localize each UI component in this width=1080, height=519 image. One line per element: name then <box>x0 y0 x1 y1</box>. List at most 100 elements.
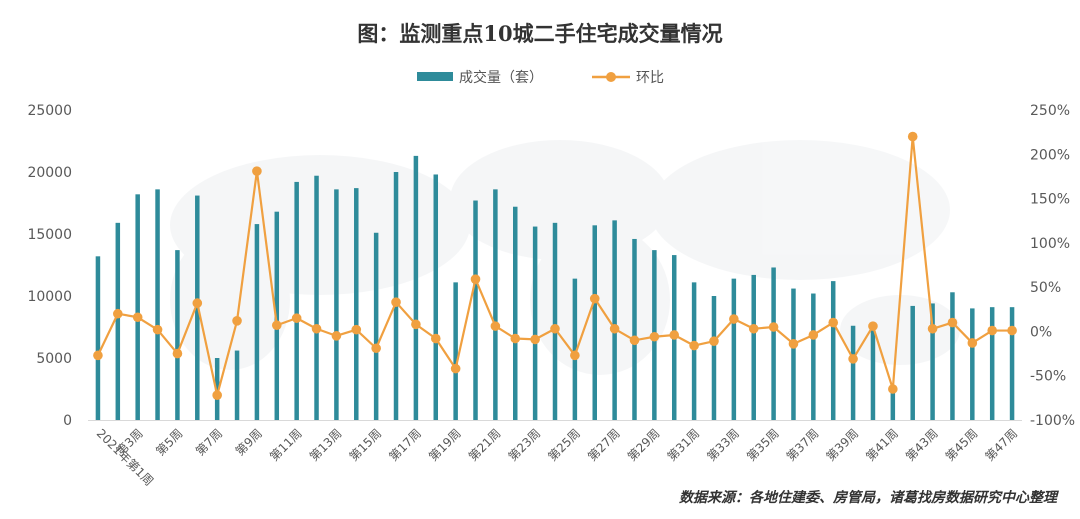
line-point <box>768 322 779 332</box>
line-point <box>430 333 441 344</box>
x-tick-label: 第15周 <box>347 426 385 464</box>
legend-line-marker <box>606 72 616 82</box>
y-axis-left: 0 5000 10000 15000 20000 25000 <box>27 103 72 429</box>
line-point <box>411 319 421 330</box>
line-point <box>351 324 362 335</box>
bar <box>890 386 896 420</box>
line-point <box>788 339 799 349</box>
bar <box>513 206 518 420</box>
bar <box>155 189 160 420</box>
x-tick-label: 第35周 <box>744 426 782 464</box>
x-tick-label: 第23周 <box>506 426 544 464</box>
line-point <box>629 335 640 346</box>
y-left-tick-label: 25000 <box>27 103 72 119</box>
line-point <box>172 348 183 359</box>
x-tick-label: 第21周 <box>466 426 504 464</box>
bar <box>354 188 359 420</box>
x-tick-label: 第33周 <box>704 426 742 464</box>
bar <box>473 200 478 420</box>
x-tick-label: 第13周 <box>307 426 345 464</box>
x-tick-label: 第25周 <box>545 426 583 464</box>
bar <box>910 305 915 420</box>
bar <box>175 250 180 420</box>
line-point <box>470 274 481 284</box>
bar <box>870 322 876 420</box>
legend-bar-swatch <box>417 72 453 81</box>
bar <box>254 224 260 420</box>
bar <box>950 292 955 420</box>
line-point <box>490 321 501 331</box>
bar <box>552 222 558 420</box>
chart-title: 图：监测重点10城二手住宅成交量情况 <box>357 21 722 46</box>
x-tick-label: 第29周 <box>625 426 663 464</box>
bar <box>214 358 220 420</box>
line-point <box>570 350 580 361</box>
line-point <box>271 320 282 331</box>
line-point <box>93 350 103 361</box>
bar <box>572 278 578 420</box>
bar <box>632 238 637 420</box>
line-point <box>311 323 322 334</box>
line-point <box>729 314 739 324</box>
x-tick-label: 第43周 <box>903 426 941 464</box>
y-right-tick-label: 0% <box>1030 324 1052 340</box>
line-point <box>291 313 302 323</box>
bar <box>612 220 617 420</box>
line-point <box>987 325 997 336</box>
x-tick-label: 第7周 <box>193 426 225 458</box>
x-tick-label: 2021年第1周 <box>94 426 156 488</box>
bar <box>850 325 856 420</box>
line-point <box>649 331 660 342</box>
line-point <box>609 323 620 334</box>
line-point <box>530 334 540 345</box>
line-point <box>748 323 759 334</box>
bar <box>334 189 339 420</box>
bar <box>433 174 439 420</box>
bar <box>771 267 776 420</box>
bar <box>453 282 458 420</box>
x-tick-label: 第5周 <box>153 426 185 458</box>
y-left-tick-label: 20000 <box>27 165 72 181</box>
y-left-tick-label: 0 <box>63 413 72 429</box>
bar <box>294 181 299 420</box>
line-point <box>669 330 680 340</box>
bar <box>234 350 240 420</box>
y-left-tick-label: 10000 <box>27 289 72 305</box>
y-right-tick-label: 50% <box>1030 280 1061 296</box>
y-axis-right: -100% -50% 0% 50% 100% 150% 200% 250% <box>1030 103 1075 429</box>
line-point <box>888 384 898 394</box>
y-right-tick-label: 100% <box>1030 236 1070 252</box>
bar <box>314 175 319 420</box>
bar <box>413 155 419 420</box>
bar <box>731 278 737 420</box>
y-right-tick-label: -50% <box>1030 369 1066 385</box>
line-series <box>93 131 1017 401</box>
line-point <box>589 293 600 304</box>
line-point <box>113 308 123 319</box>
line-point <box>967 338 978 348</box>
bar <box>711 296 717 420</box>
bar <box>274 211 280 420</box>
bar <box>989 307 995 420</box>
line-point <box>450 363 461 374</box>
y-right-tick-label: 200% <box>1030 147 1070 163</box>
line-point <box>331 331 342 341</box>
x-tick-label: 第41周 <box>863 426 901 464</box>
line-point <box>907 131 918 142</box>
line-point <box>510 333 521 344</box>
bar <box>1009 307 1015 420</box>
line-point <box>152 324 163 335</box>
bar <box>751 274 756 420</box>
x-tick-label: 第31周 <box>665 426 703 464</box>
bar <box>115 222 121 420</box>
line-point <box>391 297 401 308</box>
line-point <box>828 317 839 328</box>
line-point <box>192 298 203 308</box>
source-note: 数据来源：各地住建委、房管局，诸葛找房数据研究中心整理 <box>679 489 1059 506</box>
line-point <box>252 166 262 176</box>
bar <box>373 232 379 420</box>
line-point <box>132 312 143 323</box>
x-tick-label: 第11周 <box>267 426 305 464</box>
x-tick-label: 第39周 <box>824 426 862 464</box>
